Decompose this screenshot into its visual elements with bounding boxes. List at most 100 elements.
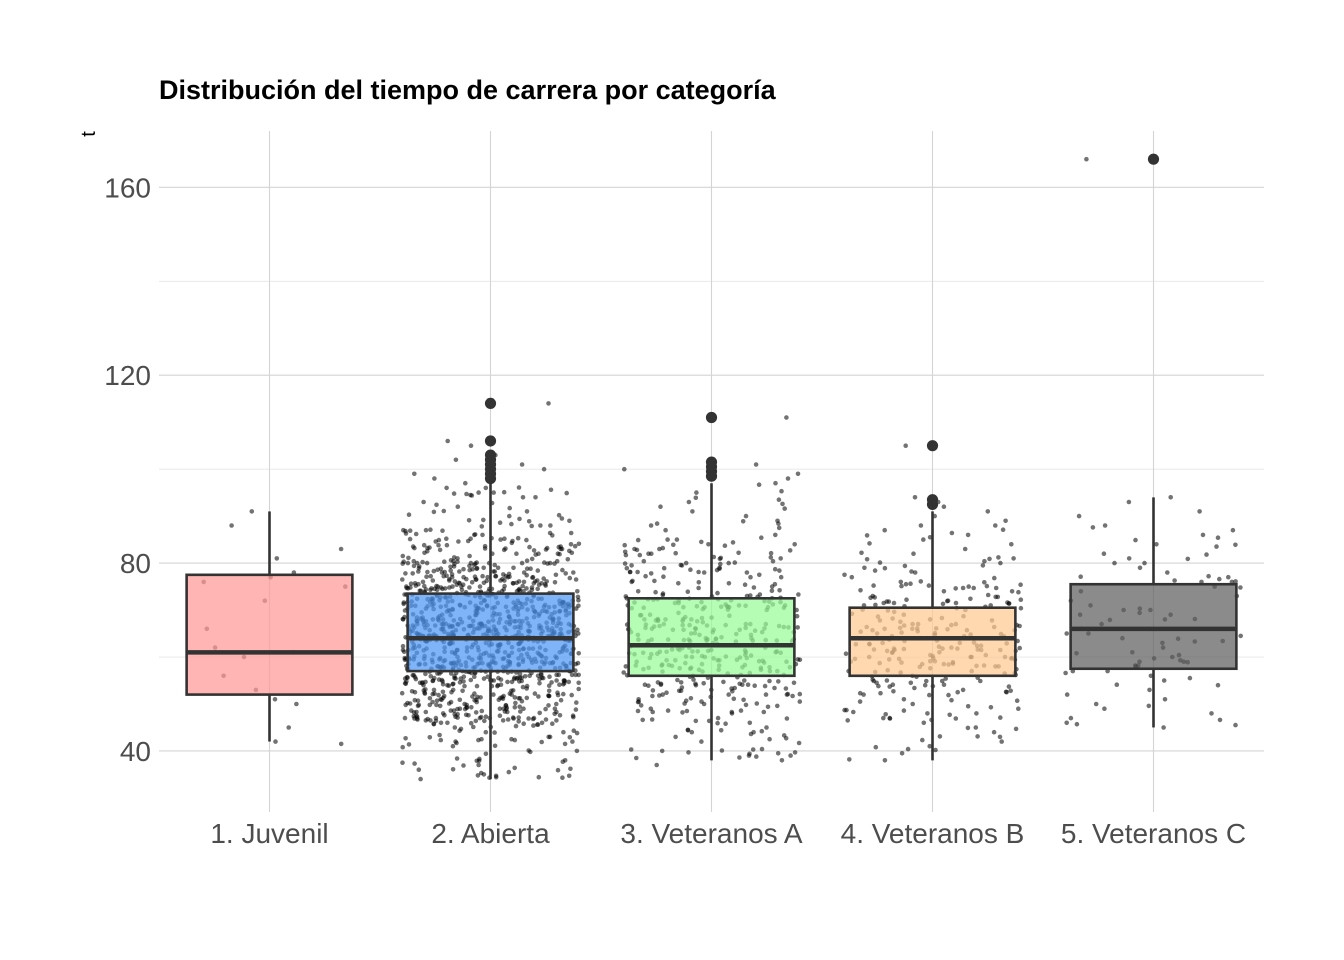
jitter-point <box>469 580 475 585</box>
jitter-point <box>520 583 525 589</box>
jitter-point <box>554 672 559 678</box>
jitter-point <box>442 559 447 564</box>
jitter-point <box>775 703 780 709</box>
jitter-point <box>768 550 774 556</box>
jitter-point <box>400 561 406 566</box>
jitter-point <box>779 488 784 494</box>
jitter-point <box>431 509 437 515</box>
jitter-point <box>575 589 580 594</box>
jitter-point <box>567 518 572 524</box>
jitter-point <box>701 681 706 686</box>
jitter-point <box>693 718 699 724</box>
jitter-point <box>997 734 1003 740</box>
jitter-point <box>661 574 666 579</box>
jitter-point <box>562 741 568 747</box>
jitter-point <box>993 594 998 600</box>
jitter-point <box>715 715 721 721</box>
jitter-point <box>742 582 748 587</box>
jitter-point <box>622 466 627 472</box>
jitter-point <box>982 558 987 564</box>
jitter-point <box>476 758 482 764</box>
jitter-point <box>510 715 516 720</box>
jitter-point <box>573 577 579 582</box>
jitter-point <box>754 701 760 706</box>
jitter-point <box>871 678 877 684</box>
jitter-point <box>466 518 472 523</box>
jitter-point <box>1217 576 1222 582</box>
jitter-point <box>1016 589 1021 595</box>
jitter-point <box>1018 605 1024 611</box>
jitter-point <box>515 535 521 541</box>
jitter-point <box>576 631 581 636</box>
jitter-point <box>849 574 855 580</box>
jitter-point <box>425 549 430 554</box>
jitter-point <box>649 717 655 722</box>
jitter-point <box>946 692 951 698</box>
jitter-point <box>568 766 573 772</box>
jitter-point <box>412 581 418 586</box>
jitter-point <box>407 528 413 533</box>
jitter-point <box>561 691 566 697</box>
jitter-point <box>528 566 533 571</box>
jitter-point <box>920 737 925 743</box>
jitter-point <box>882 527 887 533</box>
jitter-point <box>574 730 580 736</box>
jitter-point <box>960 687 966 693</box>
jitter-point <box>474 697 479 703</box>
jitter-point <box>521 721 526 726</box>
jitter-point <box>664 690 669 695</box>
jitter-point <box>1090 525 1096 530</box>
jitter-point <box>531 715 537 721</box>
jitter-point <box>1084 156 1089 162</box>
jitter-point <box>1161 725 1166 730</box>
jitter-point <box>694 490 699 495</box>
jitter-point <box>495 565 501 571</box>
x-tick-label: 5. Veteranos C <box>1061 818 1246 849</box>
jitter-point <box>627 569 633 575</box>
jitter-point <box>1009 542 1014 547</box>
jitter-point <box>441 508 447 514</box>
jitter-point <box>402 657 408 663</box>
jitter-point <box>550 533 555 538</box>
jitter-point <box>652 578 657 584</box>
jitter-point <box>432 586 437 592</box>
jitter-point <box>400 553 406 559</box>
jitter-point <box>423 709 429 715</box>
jitter-point <box>439 570 445 575</box>
box <box>1069 582 1238 671</box>
jitter-point <box>413 531 419 537</box>
jitter-point <box>403 571 408 576</box>
jitter-point <box>527 673 532 679</box>
jitter-point <box>918 579 924 584</box>
jitter-point <box>430 578 436 583</box>
jitter-point <box>560 775 565 780</box>
jitter-point <box>524 537 529 543</box>
jitter-point <box>648 571 654 576</box>
jitter-point <box>955 689 960 695</box>
jitter-point <box>286 725 292 730</box>
jitter-point <box>767 736 772 742</box>
jitter-point <box>699 739 704 744</box>
jitter-point <box>535 568 541 573</box>
jitter-point <box>1200 532 1206 538</box>
jitter-point <box>962 546 968 552</box>
jitter-point <box>570 739 575 744</box>
jitter-point <box>492 562 498 568</box>
jitter-point <box>539 581 544 586</box>
jitter-point <box>1126 556 1132 561</box>
jitter-point <box>665 537 670 542</box>
jitter-point <box>438 720 444 726</box>
jitter-point <box>1146 703 1152 709</box>
jitter-point <box>847 757 852 762</box>
jitter-point <box>541 576 546 581</box>
jitter-point <box>457 581 463 586</box>
jitter-point <box>882 565 888 571</box>
jitter-point <box>772 685 777 691</box>
jitter-point <box>516 587 521 593</box>
jitter-point <box>553 572 559 578</box>
jitter-point <box>493 573 499 579</box>
jitter-point <box>845 718 850 723</box>
jitter-point <box>414 716 420 721</box>
jitter-point <box>1142 560 1147 566</box>
jitter-point <box>659 748 665 754</box>
